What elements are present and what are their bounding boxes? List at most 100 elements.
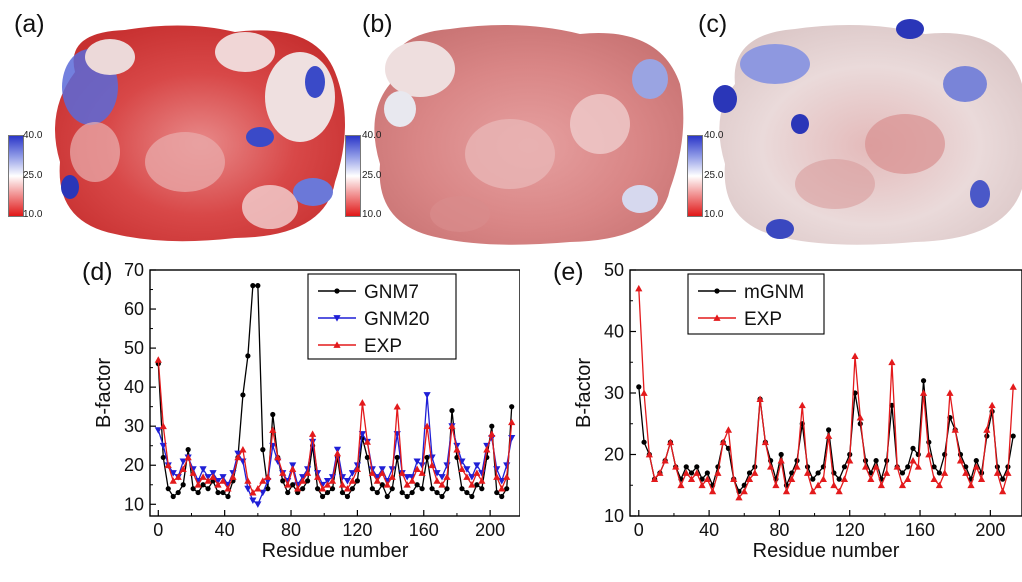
data-point-exp [468, 481, 476, 488]
colorbar-b-max: 40.0 [362, 130, 382, 141]
data-point-mgnm [688, 470, 695, 476]
data-point-exp [999, 487, 1007, 495]
data-point-exp [693, 469, 701, 476]
data-point-gnm7 [429, 486, 435, 492]
data-point-exp [840, 475, 849, 482]
data-point-exp [930, 475, 938, 482]
data-point-gnm20 [254, 501, 262, 508]
data-point-gnm20 [343, 477, 352, 485]
data-point-gnm7 [419, 486, 425, 492]
colorbar-c-max: 40.0 [704, 130, 724, 141]
data-point-exp [393, 403, 401, 410]
data-point-exp [698, 481, 706, 489]
chart-d: 0 40 80 120 160 200 10 20 30 40 50 60 70 Residue numb… [93, 260, 520, 562]
data-point-exp [463, 473, 471, 480]
data-point-exp [788, 475, 796, 482]
data-point-exp [682, 469, 690, 476]
data-point-exp [274, 453, 282, 461]
data-point-gnm7 [354, 478, 360, 484]
data-point-exp [403, 481, 411, 488]
data-point-exp [269, 426, 277, 433]
legend-marker-exp [333, 341, 341, 348]
legend-label-gnm20: GNM20 [364, 309, 429, 330]
data-point-exp [814, 481, 822, 489]
data-point-gnm20 [463, 466, 471, 473]
data-point-mgnm [873, 458, 879, 464]
data-point-exp [333, 449, 342, 457]
data-point-exp [809, 487, 817, 495]
data-point-gnm7 [265, 486, 271, 492]
data-point-exp [735, 493, 743, 501]
data-point-exp [709, 487, 717, 495]
data-point-gnm20 [309, 438, 317, 446]
data-point-gnm7 [175, 489, 181, 496]
colorbar-a-mid: 25.0 [23, 170, 43, 181]
data-point-exp [438, 481, 446, 488]
data-point-gnm20 [433, 470, 441, 477]
data-point-exp [184, 453, 192, 461]
panel-label-e: (e) [553, 258, 584, 286]
data-point-mgnm [741, 482, 747, 488]
data-point-exp [666, 438, 675, 446]
data-point-gnm7 [185, 447, 191, 453]
data-point-gnm7 [319, 493, 326, 500]
data-point-gnm7 [394, 454, 400, 461]
data-point-gnm7 [464, 489, 470, 496]
data-point-exp [962, 469, 970, 476]
data-point-exp [635, 284, 643, 292]
data-point-exp [159, 422, 167, 430]
data-point-exp [935, 481, 943, 489]
data-point-gnm7 [220, 489, 226, 496]
data-point-exp [458, 465, 466, 473]
colorbar-b [345, 135, 361, 217]
legend-box [687, 273, 825, 335]
legend-marker-exp [713, 314, 721, 321]
data-point-mgnm [694, 464, 700, 470]
data-point-gnm20 [423, 392, 431, 399]
data-point-gnm7 [160, 454, 166, 461]
data-point-exp [782, 487, 791, 495]
data-point-gnm7 [339, 489, 346, 496]
data-point-gnm7 [479, 486, 485, 492]
data-point-exp [498, 485, 506, 492]
data-point-exp [925, 450, 933, 458]
data-point-mgnm [910, 445, 916, 451]
data-point-exp [348, 477, 357, 484]
y-tick-label: 30 [124, 416, 144, 436]
data-point-mgnm [868, 470, 874, 476]
data-point-gnm20 [503, 462, 511, 469]
data-point-gnm20 [413, 458, 421, 465]
data-point-gnm7 [459, 486, 465, 492]
data-point-exp [244, 477, 252, 484]
data-point-exp [239, 446, 247, 453]
data-point-exp [893, 463, 901, 470]
data-point-gnm7 [469, 493, 475, 500]
data-point-gnm20 [473, 462, 481, 469]
data-point-exp [204, 477, 212, 484]
data-point-exp [189, 469, 197, 476]
data-point-mgnm [746, 470, 753, 476]
data-point-exp [977, 475, 986, 482]
y-tick-label: 60 [124, 299, 144, 319]
y-tick-label: 30 [604, 383, 624, 403]
data-point-exp [398, 469, 406, 476]
data-point-gnm7 [205, 486, 211, 492]
data-point-exp [493, 473, 501, 480]
data-point-exp [983, 426, 991, 433]
data-point-exp [473, 469, 481, 476]
data-point-mgnm [836, 476, 842, 482]
data-point-gnm7 [494, 489, 500, 496]
data-point-exp [909, 457, 917, 464]
data-point-gnm7 [250, 283, 256, 289]
data-point-gnm7 [215, 489, 221, 496]
data-point-exp [883, 469, 891, 476]
y-tick-label: 10 [604, 506, 624, 526]
legend-marker-mgnm [714, 288, 720, 294]
data-point-exp [378, 469, 386, 476]
protein-surface-image-c [713, 19, 1022, 245]
data-point-exp [209, 473, 217, 480]
data-point-exp [756, 395, 764, 403]
legend-label-exp: EXP [364, 336, 402, 357]
x-tick-label: 0 [634, 520, 644, 540]
data-point-exp [249, 488, 257, 496]
